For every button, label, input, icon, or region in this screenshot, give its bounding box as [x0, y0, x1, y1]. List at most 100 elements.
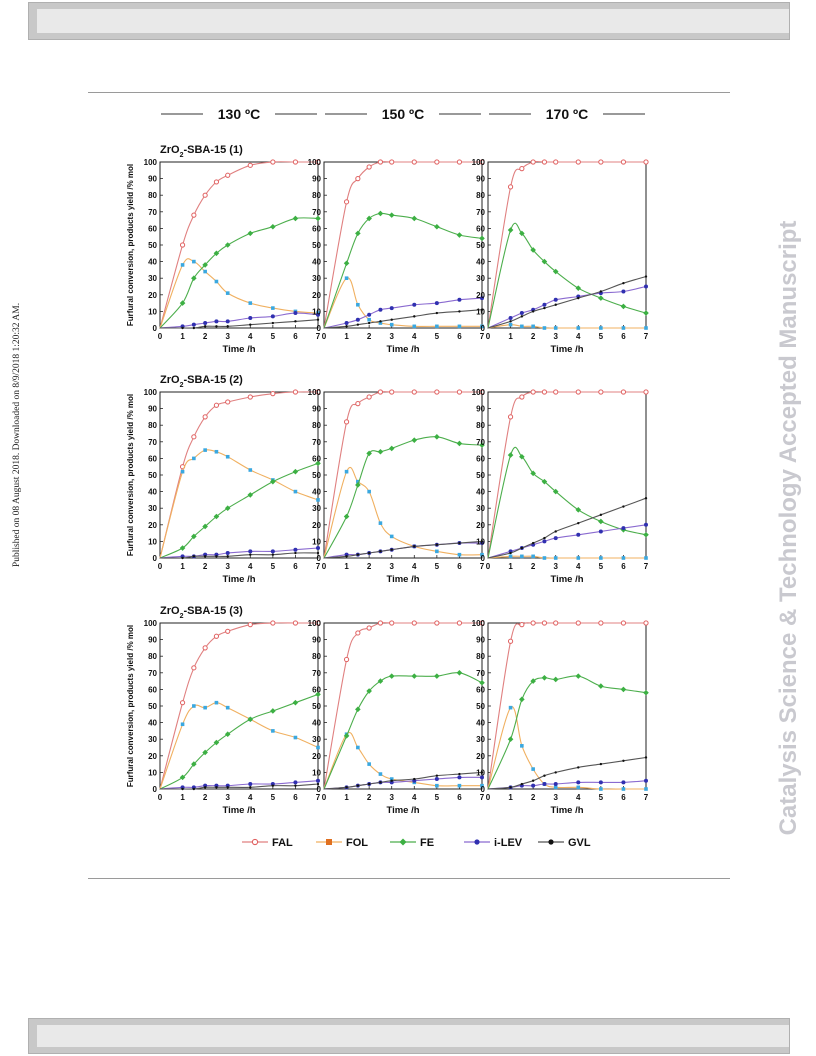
row-title-sub: 2	[180, 613, 184, 620]
data-point-fol	[542, 326, 547, 330]
y-tick-label: 90	[312, 405, 321, 414]
data-point-gvl	[435, 774, 439, 777]
y-tick-label: 70	[476, 208, 485, 217]
y-tick-label: 70	[148, 438, 157, 447]
top-rule	[88, 92, 730, 93]
data-point-fol	[271, 729, 275, 733]
y-tick-label: 30	[476, 274, 485, 283]
series-line-fol	[487, 324, 646, 329]
data-point-fe	[643, 310, 649, 316]
y-tick-label: 100	[472, 158, 486, 167]
data-point-i-lev	[434, 777, 439, 782]
data-point-gvl	[215, 555, 218, 558]
y-tick-label: 60	[148, 224, 157, 233]
x-tick-label: 2	[531, 332, 536, 341]
data-point-gvl	[345, 555, 348, 558]
legend-label: i-LEV	[494, 837, 523, 849]
data-point-gvl	[249, 786, 252, 789]
y-tick-label: 10	[476, 768, 485, 777]
data-point-gvl	[577, 521, 580, 525]
series-line-gvl	[160, 783, 319, 790]
y-tick-label: 10	[476, 307, 485, 316]
data-point-fal	[541, 620, 548, 626]
y-tick-label: 90	[312, 636, 321, 645]
data-point-fol	[248, 301, 253, 305]
x-tick-label: 1	[508, 332, 513, 341]
data-point-fal	[411, 389, 417, 395]
data-point-fol	[520, 744, 524, 748]
data-point-fe	[456, 440, 463, 447]
data-point-i-lev	[389, 306, 394, 311]
x-tick-label: 2	[367, 332, 372, 341]
y-tick-label: 100	[144, 619, 158, 628]
data-point-fal	[456, 159, 463, 165]
data-point-i-lev	[621, 289, 626, 294]
data-point-i-lev	[621, 526, 626, 531]
data-point-fe	[575, 507, 582, 513]
x-axis-label: Time /h	[386, 344, 419, 355]
data-point-fe	[575, 673, 582, 679]
data-point-gvl	[554, 530, 557, 533]
data-point-fol	[644, 787, 648, 791]
data-point-gvl	[226, 786, 229, 789]
y-tick-label: 60	[476, 454, 485, 463]
data-point-fol	[356, 479, 360, 484]
data-point-gvl	[509, 320, 512, 323]
data-point-fal	[541, 159, 548, 165]
data-point-gvl	[599, 762, 603, 766]
data-point-fol	[553, 785, 558, 790]
row-title-sub: 2	[180, 382, 184, 389]
figure: 130 ºC 150 ºC 170 ºC 010203040506070809010…	[126, 106, 649, 849]
data-point-i-lev	[508, 316, 513, 321]
x-tick-label: 5	[435, 793, 440, 802]
data-point-fal	[366, 394, 372, 400]
data-point-fol	[378, 321, 383, 325]
y-tick-label: 0	[317, 785, 322, 794]
data-point-gvl	[644, 497, 648, 500]
data-point-gvl	[203, 325, 207, 328]
data-point-fe	[530, 678, 536, 684]
data-point-fe	[620, 303, 627, 310]
data-point-i-lev	[519, 311, 524, 316]
data-point-fal	[530, 620, 536, 626]
y-tick-label: 90	[148, 636, 157, 645]
data-point-fal	[213, 402, 220, 408]
data-point-fol	[553, 326, 558, 330]
row-title-sub: 2	[180, 152, 184, 159]
data-point-fe	[315, 691, 321, 698]
data-point-fe	[292, 215, 299, 222]
plot-frame	[487, 161, 647, 329]
data-point-i-lev	[191, 322, 196, 327]
data-point-gvl	[520, 315, 524, 318]
data-point-fal	[553, 159, 559, 165]
data-point-gvl	[203, 786, 207, 789]
data-point-gvl	[531, 541, 535, 545]
y-tick-label: 50	[476, 702, 485, 711]
x-tick-label: 6	[621, 793, 626, 802]
data-point-fal	[411, 620, 417, 626]
data-point-fe	[552, 268, 559, 275]
data-point-fol	[576, 556, 581, 560]
series-line-fol	[487, 555, 646, 559]
x-tick-label: 6	[457, 562, 462, 571]
data-point-i-lev	[270, 549, 275, 554]
y-tick-label: 30	[476, 504, 485, 513]
y-tick-label: 60	[312, 224, 321, 233]
x-tick-label: 1	[508, 793, 513, 802]
data-point-i-lev	[434, 301, 439, 306]
data-point-i-lev	[598, 529, 603, 534]
data-point-gvl	[356, 784, 360, 787]
series-line-i-lev	[487, 780, 647, 790]
data-point-gvl	[215, 786, 218, 789]
data-point-fal	[191, 434, 197, 440]
data-point-fal	[519, 622, 525, 628]
y-tick-label: 50	[312, 241, 321, 250]
row-title-main: ZrO	[160, 144, 180, 156]
data-point-fe	[552, 676, 559, 683]
x-tick-label: 1	[344, 332, 349, 341]
y-tick-label: 10	[148, 537, 157, 546]
data-point-gvl	[367, 551, 371, 555]
